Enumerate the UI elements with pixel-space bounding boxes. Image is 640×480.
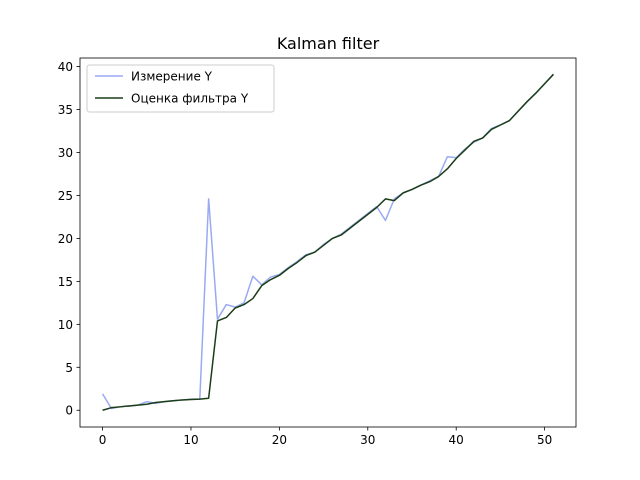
axes-frame	[79, 57, 577, 428]
y-tick-label-8: 40	[58, 60, 73, 74]
legend-label-1: Оценка фильтра Y	[131, 92, 249, 106]
x-tick-label-1: 10	[183, 433, 198, 447]
y-tick-label-5: 25	[58, 189, 73, 203]
x-tick-label-4: 40	[449, 433, 464, 447]
chart-title: Kalman filter	[277, 34, 380, 53]
x-axis: 0 10 20 30 40 50	[99, 427, 552, 447]
x-tick-label-5: 50	[537, 433, 552, 447]
series-line-1	[102, 73, 554, 411]
x-tick-label-0: 0	[99, 433, 107, 447]
plot-area	[79, 57, 577, 428]
y-tick-label-4: 20	[58, 232, 73, 246]
y-tick-label-6: 30	[58, 146, 73, 160]
y-tick-label-3: 15	[58, 275, 73, 289]
y-tick-label-0: 0	[65, 404, 73, 418]
y-tick-label-7: 35	[58, 103, 73, 117]
x-tick-label-3: 30	[360, 433, 375, 447]
legend-box	[86, 64, 275, 113]
x-tick-label-2: 20	[272, 433, 287, 447]
y-tick-label-2: 10	[58, 318, 73, 332]
y-axis: 0 5 10 15 20 25 30 35 40	[58, 60, 80, 418]
y-tick-label-1: 5	[65, 361, 73, 375]
legend: Измерение Y Оценка фильтра Y	[86, 64, 275, 113]
legend-label-0: Измерение Y	[131, 70, 213, 84]
